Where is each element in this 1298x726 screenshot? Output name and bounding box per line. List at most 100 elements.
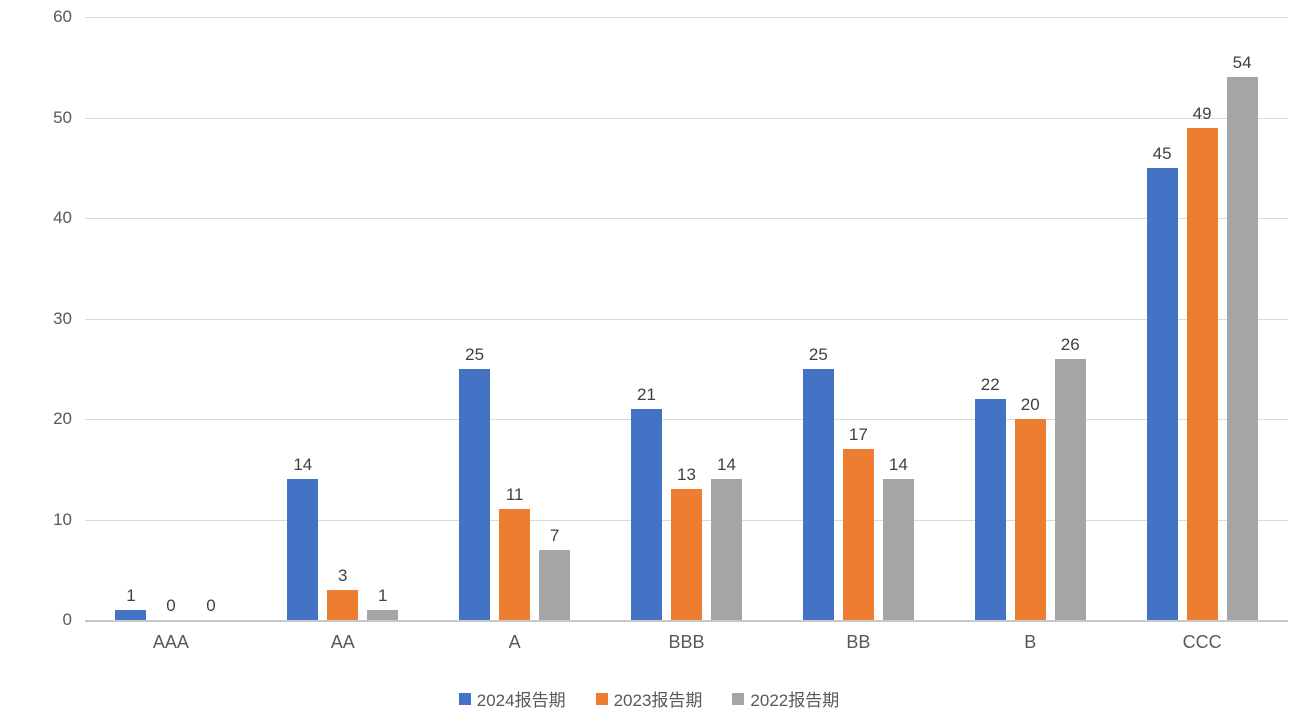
bar-value-label: 14: [888, 455, 908, 474]
bar-value-label: 0: [206, 596, 216, 615]
bar-aa-2023报告期: [327, 590, 359, 620]
gridline: [85, 318, 1288, 320]
bar-col: 0: [155, 596, 186, 620]
x-category-label-bbb: BBB: [668, 632, 705, 652]
y-tick-label: 50: [53, 107, 72, 127]
bar-b-2023报告期: [1014, 419, 1046, 620]
bar-value-label: 11: [505, 485, 524, 504]
bar-col: 22: [974, 375, 1006, 620]
legend-item: 2024报告期: [458, 686, 566, 711]
legend-label: 2022报告期: [750, 691, 840, 710]
bar-bbb-2023报告期: [671, 489, 702, 620]
bar-value-label: 22: [980, 375, 1000, 394]
bar-aa-2024报告期: [287, 479, 319, 620]
bar-col: 14: [711, 455, 742, 620]
bar-col: 11: [499, 485, 531, 620]
plot-area: 1 0 0 14 3 1 25 11 7 21 13 14 25 17 14 22 20 26 45 49 54: [85, 0, 1288, 620]
bar-group-aa: 14 3 1: [257, 0, 429, 620]
bar-col: 25: [802, 345, 834, 620]
bar-group-aaa: 1 0 0: [85, 0, 257, 620]
legend: 2024报告期 2023报告期 2022报告期: [0, 686, 1298, 711]
bar-col: 7: [539, 526, 571, 620]
bar-col: 3: [327, 566, 359, 620]
gridline: [85, 17, 1288, 18]
y-tick-label: 60: [53, 7, 72, 26]
bar-col: 54: [1226, 53, 1258, 620]
bar-value-label: 17: [848, 425, 868, 444]
x-category-label-aa: AA: [330, 632, 355, 652]
bar-value-label: 7: [549, 526, 560, 545]
bar-group-bb: 25 17 14: [772, 0, 944, 620]
gridline: [85, 419, 1288, 420]
bar-aaa-2024报告期: [115, 610, 147, 620]
legend-item: 2022报告期: [732, 686, 839, 711]
bar-b-2022报告期: [1054, 359, 1086, 620]
bar-value-label: 1: [126, 586, 136, 605]
bar-bb-2024报告期: [802, 369, 834, 620]
legend-marker-icon: [732, 692, 745, 705]
x-axis: AAA AA A BBB BB B CCC: [85, 632, 1288, 653]
bar-a-2022报告期: [539, 550, 571, 620]
bar-b-2024报告期: [974, 399, 1006, 620]
x-category-label-ccc: CCC: [1182, 632, 1222, 652]
bar-bbb-2024报告期: [631, 409, 662, 620]
legend-marker-icon: [595, 692, 608, 705]
bar-col: 20: [1014, 395, 1046, 620]
bar-value-label: 21: [637, 385, 656, 404]
bar-ccc-2022报告期: [1226, 77, 1258, 620]
bar-ccc-2024报告期: [1146, 168, 1178, 620]
x-category-label-bb: BB: [846, 632, 871, 652]
gridline: [85, 218, 1288, 219]
legend-label: 2024报告期: [476, 691, 566, 710]
bar-col: 21: [631, 385, 662, 620]
bar-col: 0: [195, 596, 226, 620]
x-category-label-a: A: [508, 632, 521, 652]
bar-value-label: 14: [717, 455, 736, 474]
bar-value-label: 20: [1020, 395, 1040, 414]
gridline: [85, 117, 1288, 119]
bar-value-label: 26: [1060, 335, 1080, 354]
bar-value-label: 14: [293, 455, 313, 474]
bar-col: 45: [1146, 144, 1178, 620]
bar-col: 1: [115, 586, 147, 620]
bar-a-2023报告期: [499, 509, 531, 620]
y-tick-label: 20: [53, 409, 72, 428]
bar-group-b: 22 20 26: [944, 0, 1116, 620]
legend-marker-icon: [458, 692, 471, 705]
x-category-label-b: B: [1024, 632, 1037, 652]
bar-col: 14: [287, 455, 319, 620]
y-tick-label: 10: [53, 509, 72, 529]
bar-group-ccc: 45 49 54: [1116, 0, 1288, 620]
x-category-label-aaa: AAA: [152, 632, 189, 652]
bar-value-label: 25: [808, 345, 828, 364]
bar-col: 17: [842, 425, 874, 620]
y-tick-label: 30: [53, 308, 72, 328]
bar-aa-2022报告期: [367, 610, 399, 620]
legend-label: 2023报告期: [613, 691, 703, 710]
legend-item: 2023报告期: [595, 686, 703, 711]
y-tick-label: 40: [53, 208, 72, 227]
bar-col: 13: [671, 465, 702, 620]
bar-value-label: 0: [166, 596, 176, 615]
bar-group-a: 25 11 7: [429, 0, 601, 620]
bar-value-label: 1: [378, 586, 388, 605]
bar-a-2024报告期: [459, 369, 491, 620]
bar-bbb-2022报告期: [711, 479, 742, 620]
x-axis-line: [85, 620, 1288, 622]
bar-col: 1: [367, 586, 399, 620]
bar-col: 26: [1054, 335, 1086, 620]
bar-value-label: 13: [677, 465, 696, 484]
bar-value-label: 25: [465, 345, 485, 364]
bar-col: 49: [1186, 104, 1218, 620]
bar-ccc-2023报告期: [1186, 128, 1218, 620]
bar-col: 25: [459, 345, 491, 620]
bar-value-label: 54: [1232, 53, 1252, 72]
y-tick-label: 0: [62, 610, 72, 629]
bar-col: 14: [882, 455, 914, 620]
bar-value-label: 3: [338, 566, 348, 585]
bar-bb-2023报告期: [842, 449, 874, 620]
bar-value-label: 45: [1152, 144, 1172, 163]
bar-group-bbb: 21 13 14: [601, 0, 773, 620]
bar-bb-2022报告期: [882, 479, 914, 620]
